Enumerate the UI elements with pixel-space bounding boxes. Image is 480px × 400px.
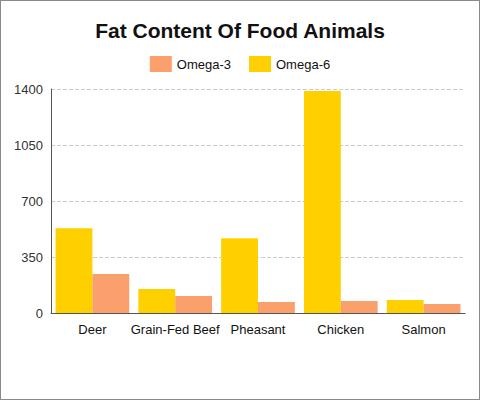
svg-text:Deer: Deer	[78, 322, 107, 337]
svg-text:700: 700	[21, 194, 43, 209]
svg-text:Fat Content Of Food Animals: Fat Content Of Food Animals	[95, 19, 385, 42]
svg-text:1050: 1050	[14, 138, 43, 153]
svg-text:0: 0	[36, 306, 43, 321]
svg-text:1400: 1400	[14, 82, 43, 97]
svg-text:Pheasant: Pheasant	[231, 322, 286, 337]
svg-text:Omega-6: Omega-6	[276, 57, 330, 72]
svg-text:Chicken: Chicken	[317, 322, 364, 337]
svg-text:Grain-Fed Beef: Grain-Fed Beef	[131, 322, 220, 337]
svg-text:Omega-3: Omega-3	[177, 57, 231, 72]
svg-text:350: 350	[21, 250, 43, 265]
svg-text:Salmon: Salmon	[402, 322, 446, 337]
